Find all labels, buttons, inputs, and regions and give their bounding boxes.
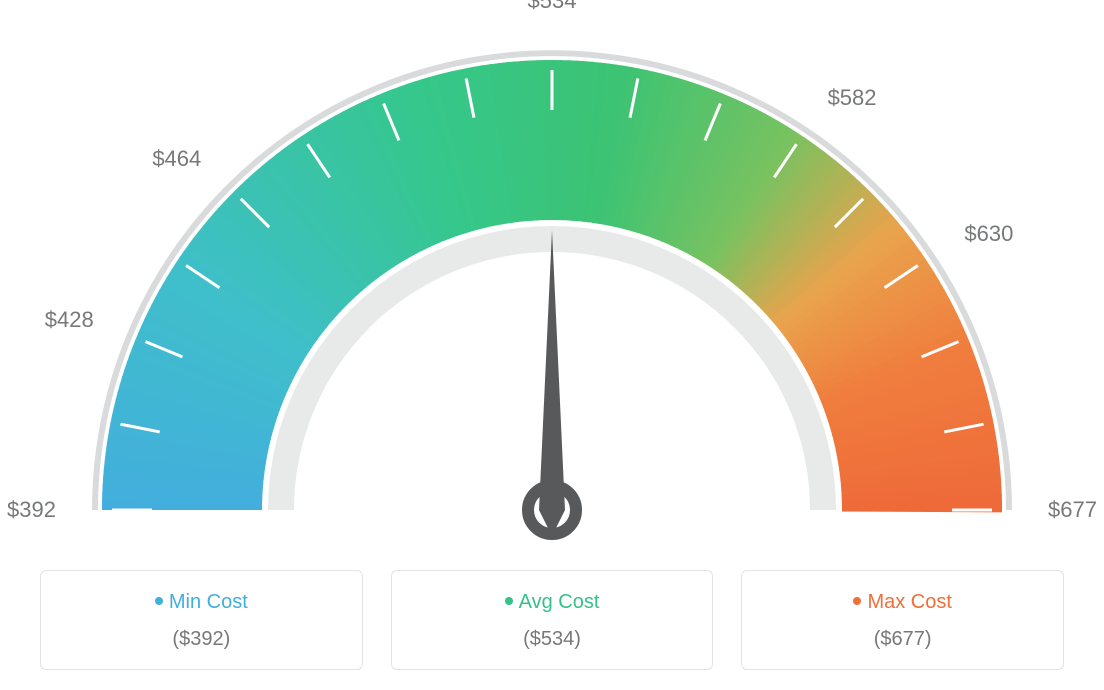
dot-icon <box>853 597 861 605</box>
dot-icon <box>155 597 163 605</box>
gauge: $392 $428 $464 $534 $582 $630 $677 <box>0 0 1104 560</box>
legend-card-max: Max Cost ($677) <box>741 570 1064 670</box>
scale-label: $464 <box>152 146 201 172</box>
legend-title-min: Min Cost <box>51 591 352 614</box>
legend-label-min: Min Cost <box>169 591 248 613</box>
scale-label: $630 <box>964 221 1013 247</box>
scale-label: $392 <box>7 497 56 523</box>
legend-title-avg: Avg Cost <box>402 591 703 614</box>
scale-label: $428 <box>45 307 94 333</box>
legend-label-max: Max Cost <box>867 591 951 613</box>
legend-value-max: ($677) <box>752 628 1053 651</box>
legend-card-avg: Avg Cost ($534) <box>391 570 714 670</box>
legend-row: Min Cost ($392) Avg Cost ($534) Max Cost… <box>40 570 1064 670</box>
dot-icon <box>505 597 513 605</box>
scale-label: $582 <box>828 85 877 111</box>
legend-label-avg: Avg Cost <box>519 591 600 613</box>
chart-container: $392 $428 $464 $534 $582 $630 $677 Min Cost ($… <box>0 0 1104 690</box>
scale-label: $677 <box>1048 497 1097 523</box>
legend-value-min: ($392) <box>51 628 352 651</box>
gauge-svg <box>0 0 1104 560</box>
legend-value-avg: ($534) <box>402 628 703 651</box>
legend-card-min: Min Cost ($392) <box>40 570 363 670</box>
legend-title-max: Max Cost <box>752 591 1053 614</box>
scale-label: $534 <box>528 0 577 14</box>
